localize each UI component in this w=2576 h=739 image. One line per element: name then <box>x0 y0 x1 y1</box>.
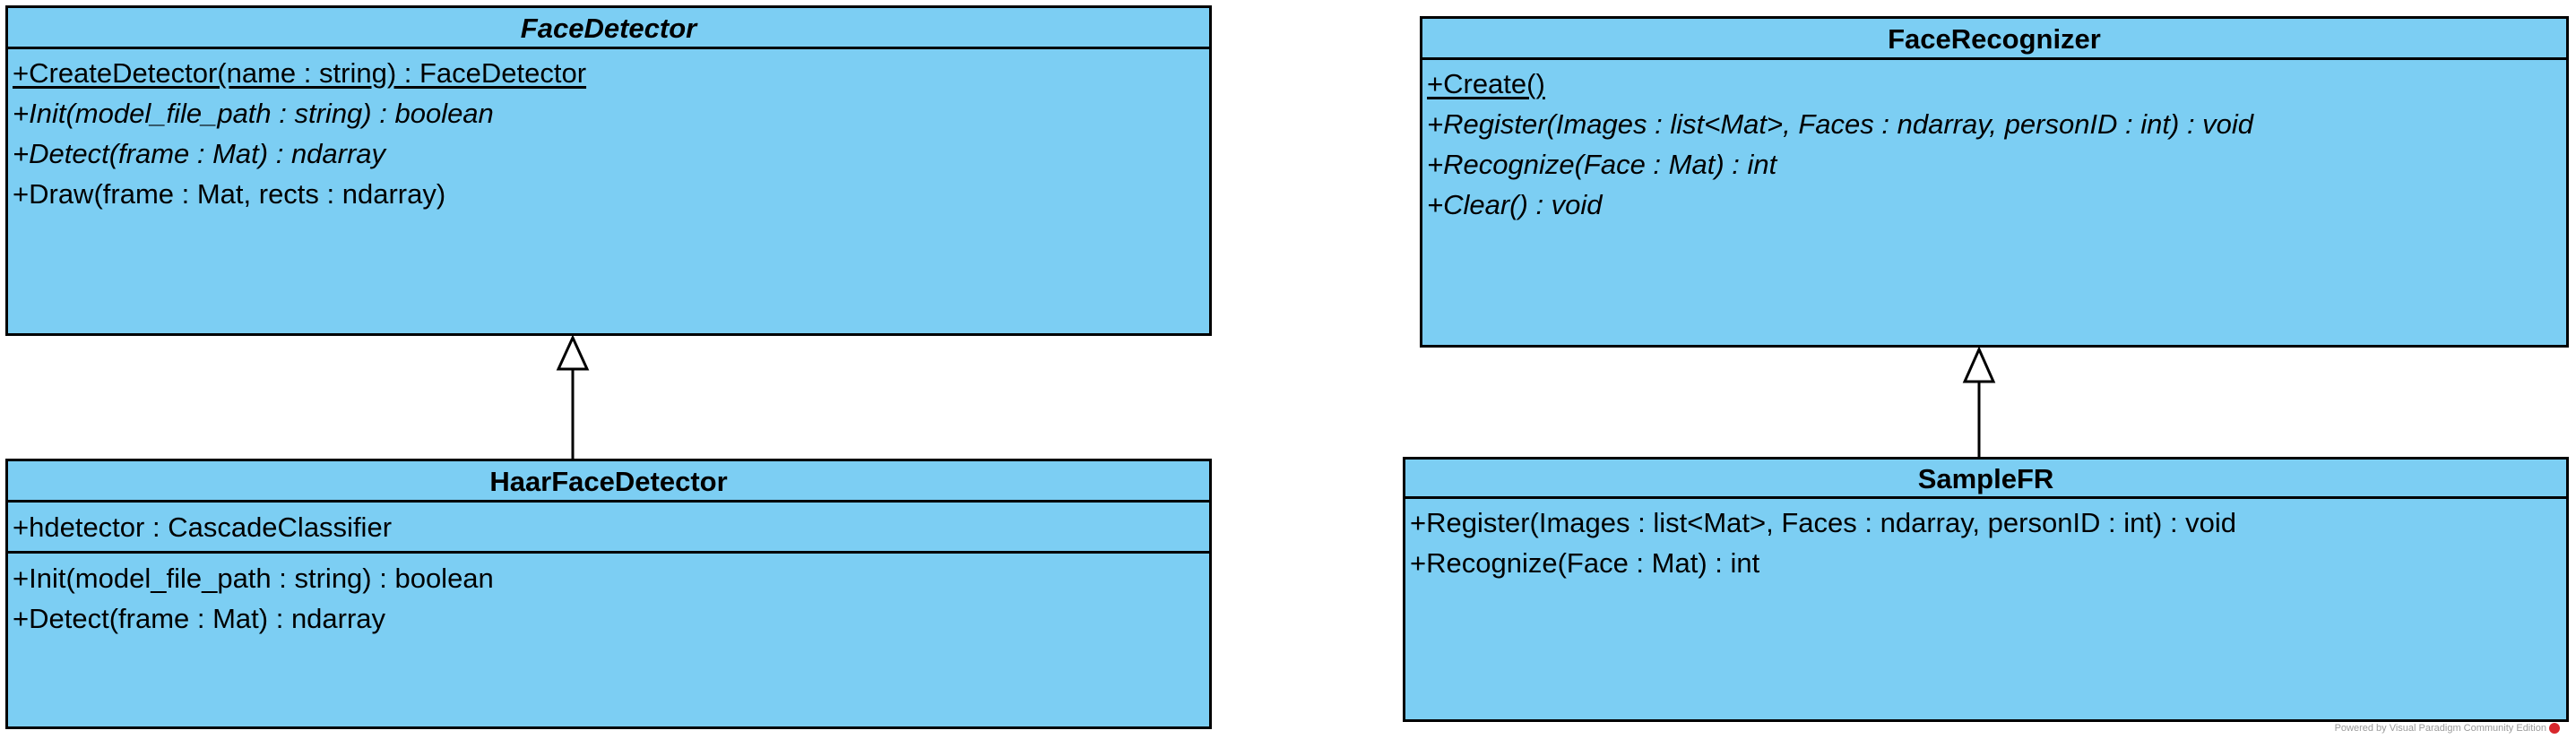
operation-recognize: +Recognize(Face : Mat) : int <box>1410 547 1760 579</box>
operation-register: +Register(Images : list<Mat>, Faces : nd… <box>1427 108 2254 140</box>
operation-draw: +Draw(frame : Mat, rects : ndarray) <box>13 178 446 210</box>
class-name: SampleFR <box>1405 460 2566 499</box>
operations-compartment: +CreateDetector(name : string) : FaceDet… <box>8 49 1209 214</box>
operation-create-detector: +CreateDetector(name : string) : FaceDet… <box>13 57 587 89</box>
operation-create: +Create() <box>1427 68 1545 99</box>
operation-init: +Init(model_file_path : string) : boolea… <box>13 563 494 594</box>
class-name: FaceRecognizer <box>1422 19 2566 60</box>
inheritance-arrow-icon <box>1962 346 1996 383</box>
class-face-recognizer[interactable]: FaceRecognizer +Create() +Register(Image… <box>1420 16 2569 348</box>
attribute-hdetector: +hdetector : CascadeClassifier <box>13 511 393 543</box>
watermark-text: Powered by Visual Paradigm Community Edi… <box>2334 722 2546 734</box>
operations-compartment: +Register(Images : list<Mat>, Faces : nd… <box>1405 499 2566 583</box>
operations-compartment: +Init(model_file_path : string) : boolea… <box>8 554 1209 639</box>
class-haar-face-detector[interactable]: HaarFaceDetector +hdetector : CascadeCla… <box>5 459 1212 729</box>
inheritance-arrow-icon <box>556 334 590 371</box>
visual-paradigm-logo-icon <box>2549 723 2560 734</box>
class-name: FaceDetector <box>8 8 1209 49</box>
attributes-compartment: +hdetector : CascadeClassifier <box>8 503 1209 554</box>
watermark: Powered by Visual Paradigm Community Edi… <box>2335 723 2560 734</box>
generalization-samplefr-to-face-recognizer <box>1962 346 1996 457</box>
class-name: HaarFaceDetector <box>8 461 1209 503</box>
operation-detect: +Detect(frame : Mat) : ndarray <box>13 603 386 634</box>
operation-register: +Register(Images : list<Mat>, Faces : nd… <box>1410 507 2237 538</box>
operation-recognize: +Recognize(Face : Mat) : int <box>1427 149 1777 180</box>
operation-detect: +Detect(frame : Mat) : ndarray <box>13 138 386 169</box>
generalization-haar-to-face-detector <box>556 334 590 459</box>
class-face-detector[interactable]: FaceDetector +CreateDetector(name : stri… <box>5 5 1212 336</box>
operations-compartment: +Create() +Register(Images : list<Mat>, … <box>1422 60 2566 225</box>
operation-init: +Init(model_file_path : string) : boolea… <box>13 98 494 129</box>
operation-clear: +Clear() : void <box>1427 189 1603 220</box>
class-sample-fr[interactable]: SampleFR +Register(Images : list<Mat>, F… <box>1403 457 2569 722</box>
